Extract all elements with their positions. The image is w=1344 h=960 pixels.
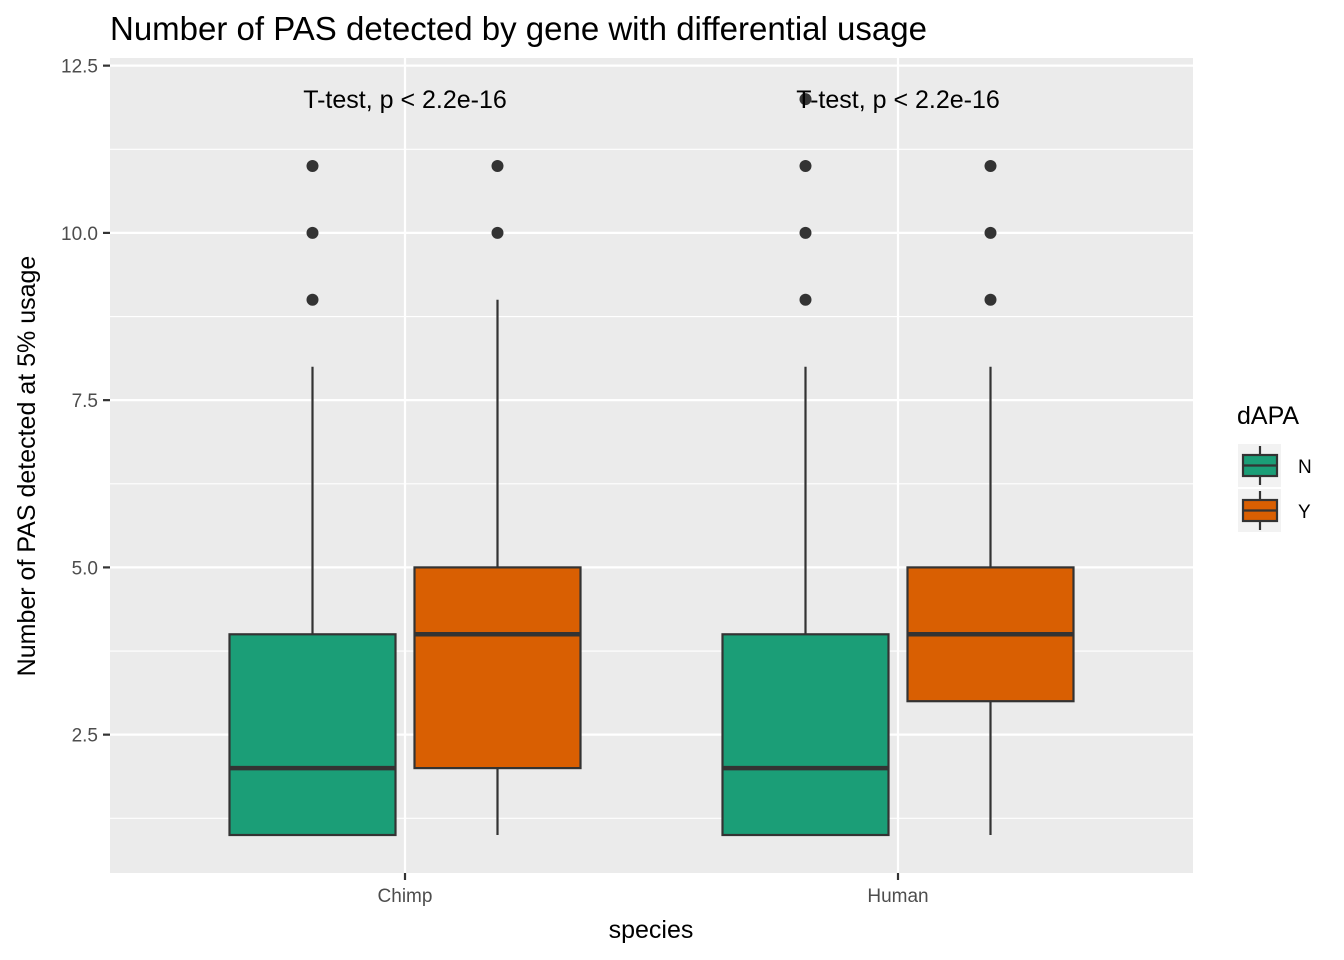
outlier-point [306,226,319,239]
outlier-point [491,226,504,239]
outlier-point [799,293,812,306]
x-tick-label: Human [867,886,928,907]
box-body [228,633,397,837]
outlier-point [984,226,997,239]
x-tick-label: Chimp [378,886,433,907]
box-body [413,566,582,770]
x-axis-title: species [609,916,694,944]
outlier-point [306,160,319,172]
boxes [228,93,1075,837]
legend-label: N [1298,457,1312,478]
outlier-point [799,93,812,106]
outlier-point [491,160,504,172]
y-tick-label: 12.5 [61,57,98,78]
outlier-point [984,293,997,306]
outlier-point [799,160,812,172]
outlier-point [984,160,997,172]
legend-title: dAPA [1237,402,1299,430]
legend-key-Y [1238,489,1281,532]
box-Y-Chimp [413,160,582,835]
legend-key-N [1238,444,1281,487]
y-tick-label: 2.5 [72,726,98,747]
outlier-point [306,293,319,306]
y-tick-label: 5.0 [72,558,98,579]
annotations: T-test, p < 2.2e-16 T-test, p < 2.2e-16 [303,86,1000,114]
annotation-label: T-test, p < 2.2e-16 [796,86,1000,114]
box-Y-Human [906,160,1075,835]
legend: dAPA N Y [1237,402,1312,532]
legend-label: Y [1298,502,1311,523]
annotation-label: T-test, p < 2.2e-16 [303,86,507,114]
box-N-Chimp [228,160,397,837]
chart-title: Number of PAS detected by gene with diff… [110,10,927,47]
y-tick-label: 7.5 [72,391,98,412]
y-tick-label: 10.0 [61,224,98,245]
box-body [721,633,890,837]
outlier-point [799,226,812,239]
axes: 2.5 5.0 7.5 10.0 12.5 Chimp Human [61,57,929,907]
y-axis-title: Number of PAS detected at 5% usage [13,256,41,677]
box-N-Human [721,93,890,837]
